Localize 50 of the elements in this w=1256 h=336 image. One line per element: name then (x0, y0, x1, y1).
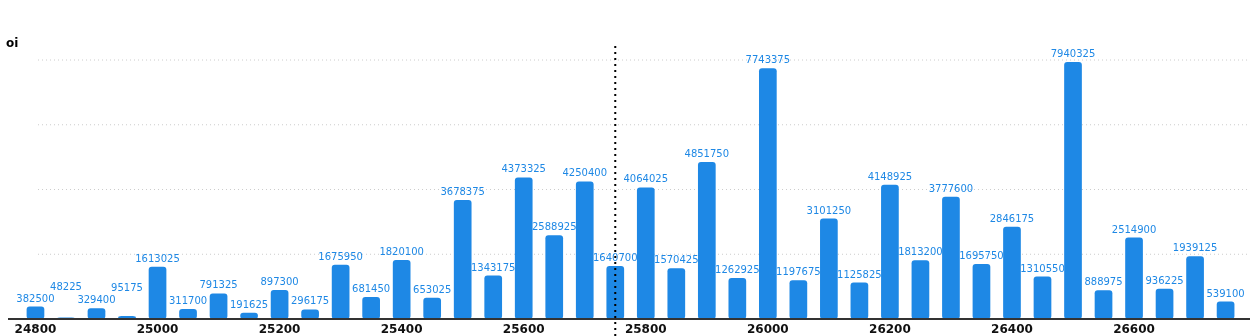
x-tick-label: 26000 (746, 322, 789, 336)
data-label: 7940325 (1050, 47, 1096, 59)
x-tick-label: 24800 (14, 322, 57, 336)
data-label: 936225 (1145, 274, 1184, 286)
data-label: 3678375 (440, 185, 485, 197)
data-label: 1310550 (1020, 262, 1065, 274)
y-axis-title: oi (6, 36, 19, 50)
data-label: 4064025 (623, 173, 669, 185)
data-label: 1343175 (470, 261, 516, 273)
data-label: 1675950 (318, 250, 363, 262)
x-tick-label: 25000 (136, 322, 179, 336)
data-label: 1695750 (959, 250, 1004, 262)
data-label: 888975 (1084, 276, 1123, 288)
data-label: 296175 (291, 295, 330, 307)
data-label: 311700 (168, 294, 208, 306)
data-label: 3101250 (806, 204, 852, 216)
x-tick-label: 25600 (502, 322, 545, 336)
data-label: 539100 (1206, 287, 1245, 299)
data-label: 7743375 (745, 54, 791, 66)
x-tick-label: 26600 (1113, 322, 1155, 336)
data-label: 329400 (77, 294, 116, 306)
x-tick-label: 26200 (869, 322, 911, 336)
x-tick-label: 25200 (258, 322, 301, 336)
x-tick-label: 25800 (624, 322, 667, 336)
data-label: 1939125 (1172, 242, 1218, 254)
data-label: 2514900 (1111, 223, 1157, 235)
data-label: 1613025 (135, 252, 180, 264)
data-label: 4373325 (501, 163, 546, 175)
data-label: 1262925 (715, 264, 760, 276)
data-label: 897300 (260, 275, 299, 287)
data-label: 95175 (111, 282, 143, 294)
data-label: 2846175 (989, 212, 1035, 224)
data-label: 3777600 (928, 182, 974, 194)
data-label: 1640700 (592, 251, 638, 263)
data-label: 4148925 (867, 170, 913, 182)
data-label: 48225 (50, 280, 82, 292)
data-label: 4250400 (562, 167, 608, 179)
data-label: 4851750 (684, 147, 730, 159)
data-label: 1570425 (654, 254, 699, 266)
data-label: 1813200 (898, 246, 943, 258)
data-label: 681450 (352, 282, 391, 294)
data-label: 653025 (413, 283, 452, 295)
data-label: 382500 (16, 292, 55, 304)
data-label: 1820100 (379, 246, 424, 258)
x-tick-label: 26400 (991, 322, 1033, 336)
data-label: 191625 (229, 298, 269, 310)
data-label: 1197675 (776, 266, 821, 278)
data-label: 1125825 (837, 268, 882, 280)
x-tick-label: 25400 (380, 322, 423, 336)
data-label: 791325 (199, 279, 238, 291)
